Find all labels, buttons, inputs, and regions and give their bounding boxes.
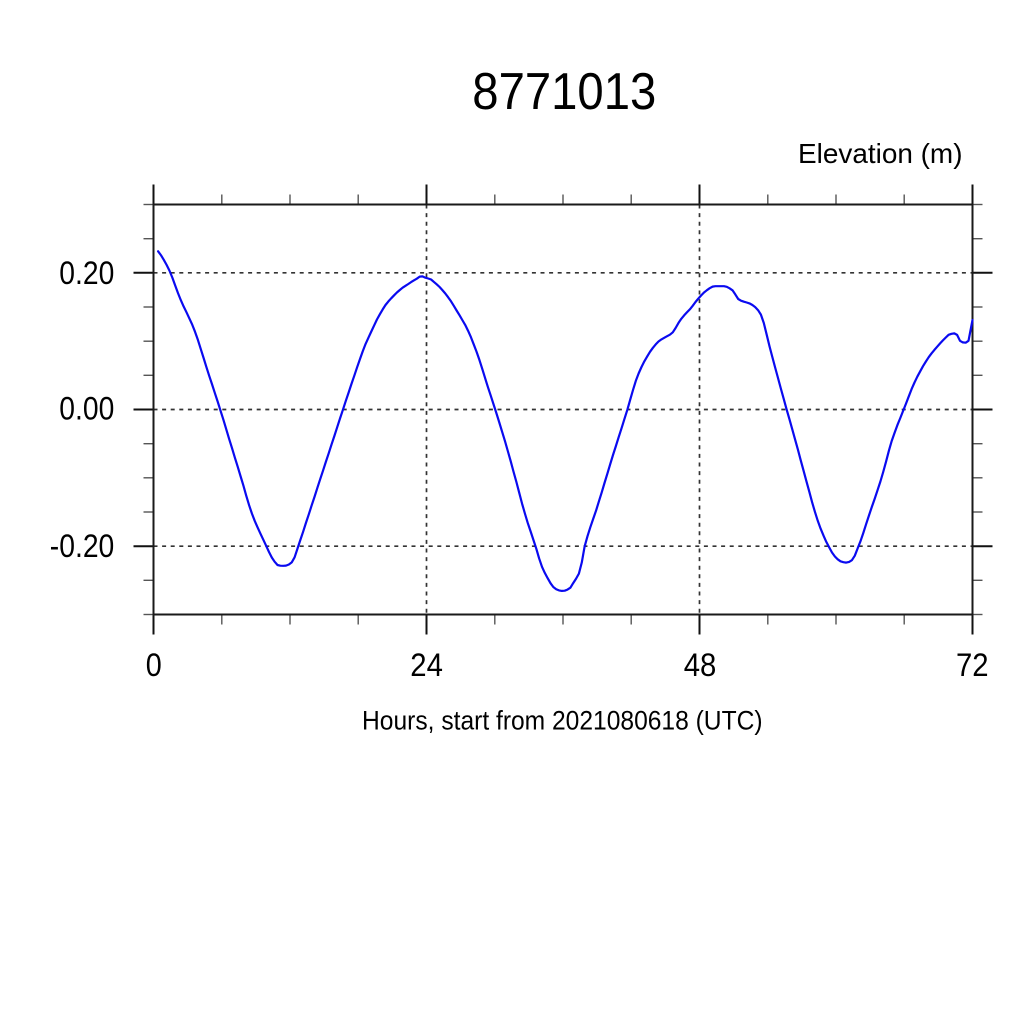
svg-text:0.00: 0.00 bbox=[59, 390, 114, 426]
svg-text:-0.20: -0.20 bbox=[50, 528, 115, 564]
svg-text:48: 48 bbox=[684, 647, 717, 683]
svg-text:Hours, start from 2021080618 (: Hours, start from 2021080618 (UTC) bbox=[362, 706, 763, 736]
svg-text:24: 24 bbox=[410, 647, 443, 683]
svg-text:8771013: 8771013 bbox=[472, 63, 656, 121]
svg-text:Elevation (m): Elevation (m) bbox=[798, 138, 963, 169]
svg-text:72: 72 bbox=[956, 647, 989, 683]
svg-text:0.20: 0.20 bbox=[59, 255, 114, 291]
svg-text:0: 0 bbox=[146, 647, 162, 683]
